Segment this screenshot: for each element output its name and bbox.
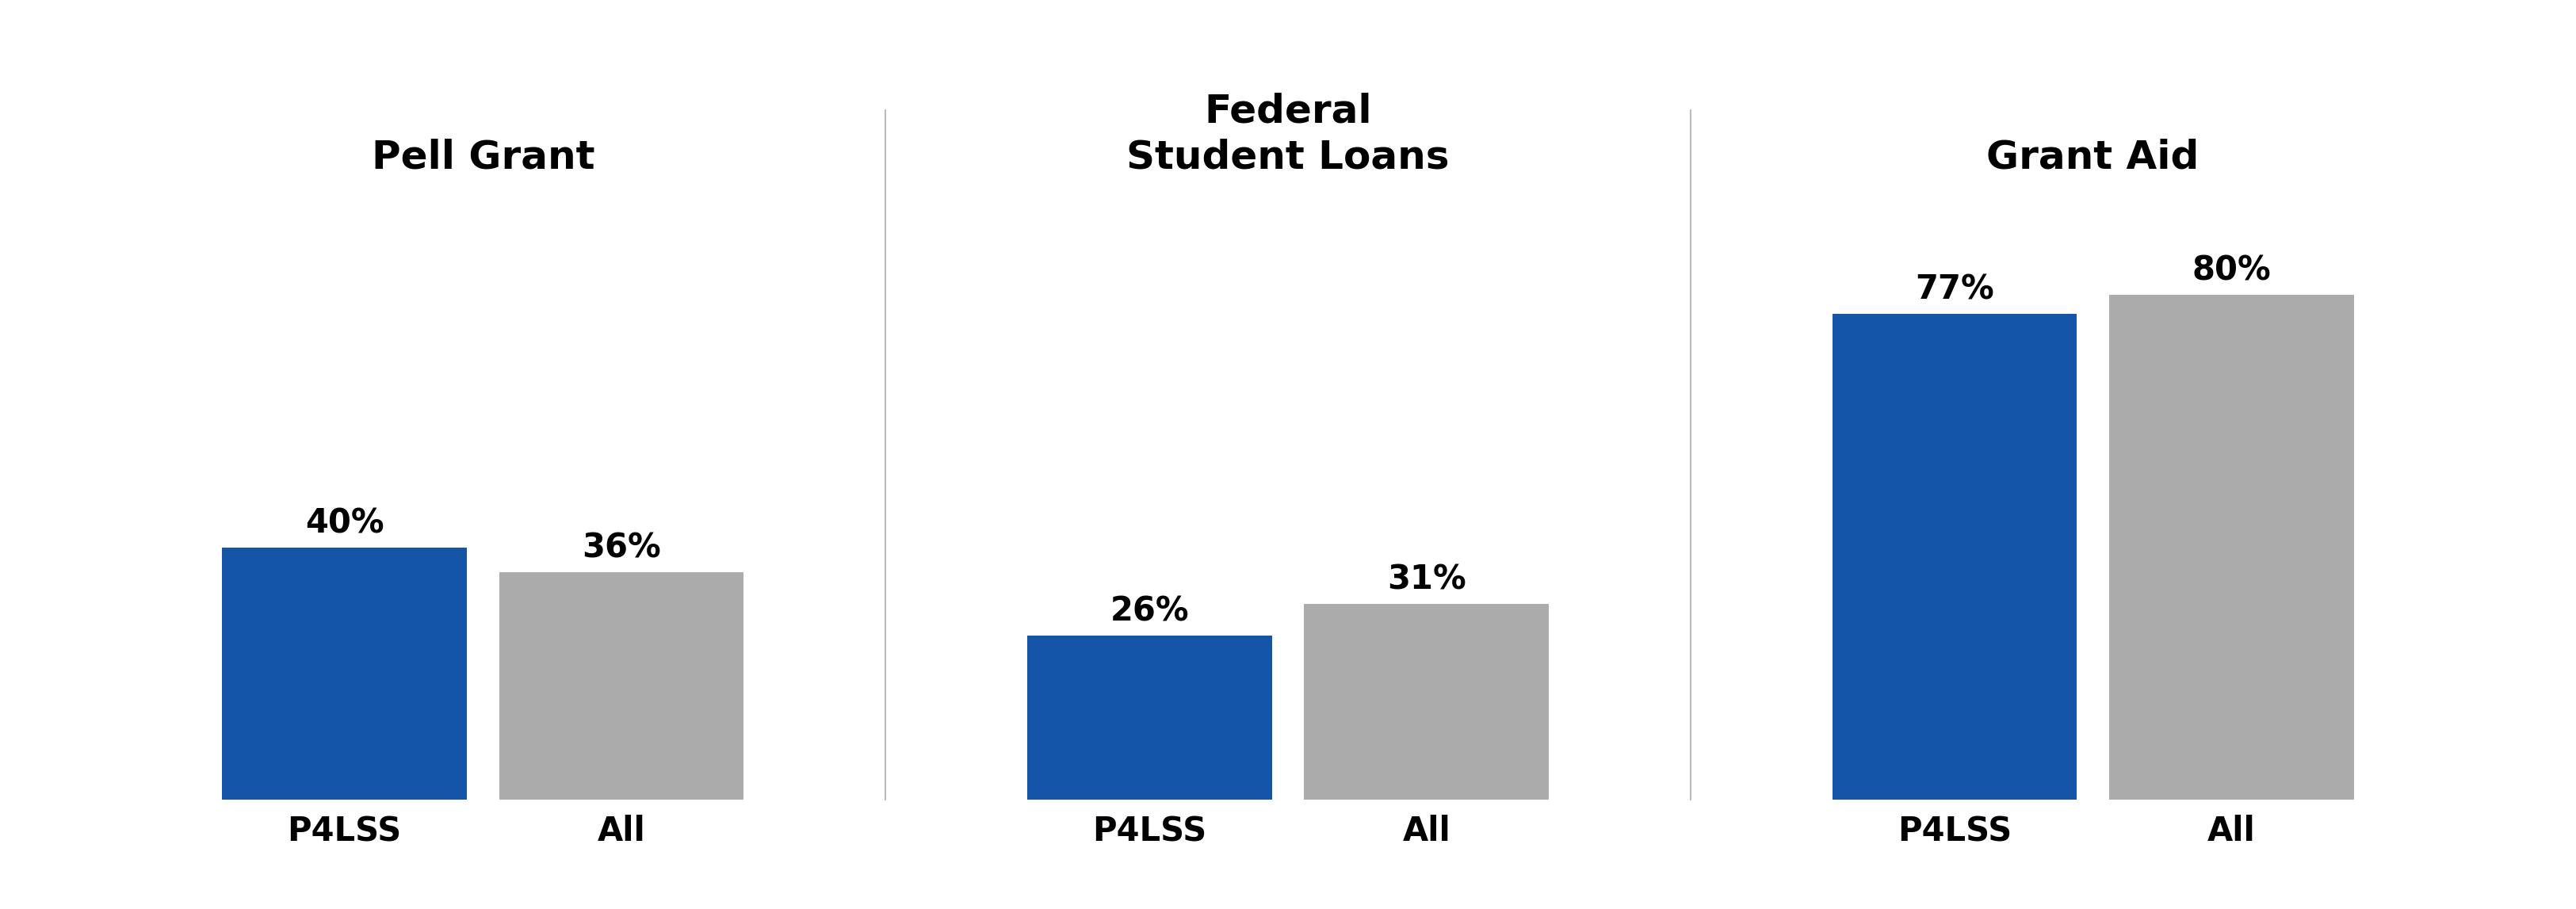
Text: 80%: 80%: [2192, 254, 2272, 287]
Bar: [1832, 314, 2076, 800]
Text: Pell Grant: Pell Grant: [371, 138, 595, 176]
Text: 31%: 31%: [1386, 564, 1466, 596]
Text: Federal
Student Loans: Federal Student Loans: [1126, 93, 1450, 176]
Text: Grant Aid: Grant Aid: [1986, 138, 2200, 176]
Text: 36%: 36%: [582, 532, 662, 565]
Bar: [222, 547, 466, 800]
Text: 40%: 40%: [304, 506, 384, 540]
Bar: [500, 573, 744, 800]
Bar: [2110, 295, 2354, 800]
Text: 77%: 77%: [1914, 273, 1994, 306]
Bar: [1028, 635, 1273, 800]
Text: 26%: 26%: [1110, 594, 1190, 628]
Bar: [1303, 604, 1548, 800]
